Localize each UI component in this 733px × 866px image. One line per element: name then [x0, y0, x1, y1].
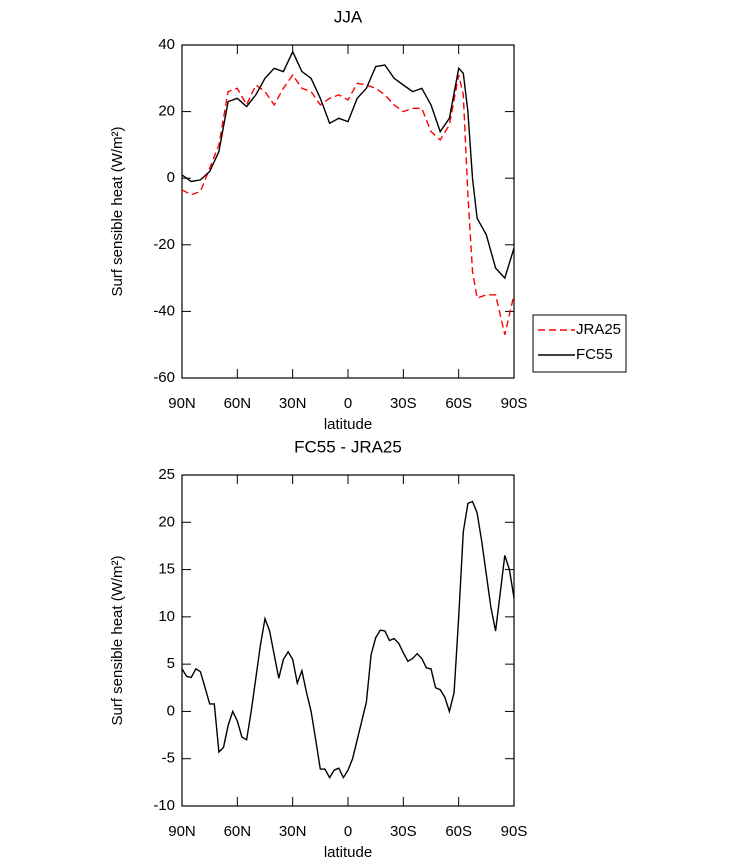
x-tick-label: 30N	[279, 395, 307, 412]
line-series	[181, 500, 515, 780]
y-tick-label: -60	[153, 369, 175, 386]
y-tick-label: -20	[153, 236, 175, 253]
y-tick-label: 25	[158, 466, 175, 483]
x-tick-label: 30S	[390, 395, 417, 412]
y-tick-label: 0	[167, 702, 175, 719]
x-tick-label: 30N	[279, 823, 307, 840]
y-tick-label: 5	[167, 655, 175, 672]
x-tick-label: 30S	[390, 823, 417, 840]
legend-label: JRA25	[576, 321, 621, 338]
x-tick-label: 60N	[224, 823, 252, 840]
y-axis-label: Surf sensible heat (W/m²)	[109, 555, 126, 725]
x-tick-label: 90N	[168, 823, 196, 840]
y-tick-label: -10	[153, 797, 175, 814]
x-tick-label: 90N	[168, 395, 196, 412]
legend-box	[532, 314, 627, 373]
x-tick-label: 0	[344, 395, 352, 412]
y-tick-label: 20	[158, 103, 175, 120]
line-series	[181, 50, 515, 280]
chart-title: FC55 - JRA25	[294, 437, 402, 456]
x-tick-label: 0	[344, 823, 352, 840]
x-tick-label: 90S	[501, 823, 528, 840]
x-axis-label: latitude	[324, 416, 372, 433]
plot-frame	[181, 44, 515, 379]
y-tick-label: 0	[167, 169, 175, 186]
y-axis-label: Surf sensible heat (W/m²)	[109, 126, 126, 296]
x-tick-label: 60S	[445, 395, 472, 412]
y-tick-label: -40	[153, 302, 175, 319]
plot-frame	[181, 474, 515, 807]
x-tick-label: 90S	[501, 395, 528, 412]
x-axis-label: latitude	[324, 844, 372, 861]
chart-title: JJA	[334, 7, 363, 26]
legend-label: FC55	[576, 346, 613, 363]
x-tick-label: 60S	[445, 823, 472, 840]
y-tick-label: -5	[162, 750, 175, 767]
line-series	[181, 73, 515, 335]
x-tick-label: 60N	[224, 395, 252, 412]
y-tick-label: 40	[158, 36, 175, 53]
y-tick-label: 15	[158, 561, 175, 578]
y-tick-label: 20	[158, 513, 175, 530]
y-tick-label: 10	[158, 608, 175, 625]
